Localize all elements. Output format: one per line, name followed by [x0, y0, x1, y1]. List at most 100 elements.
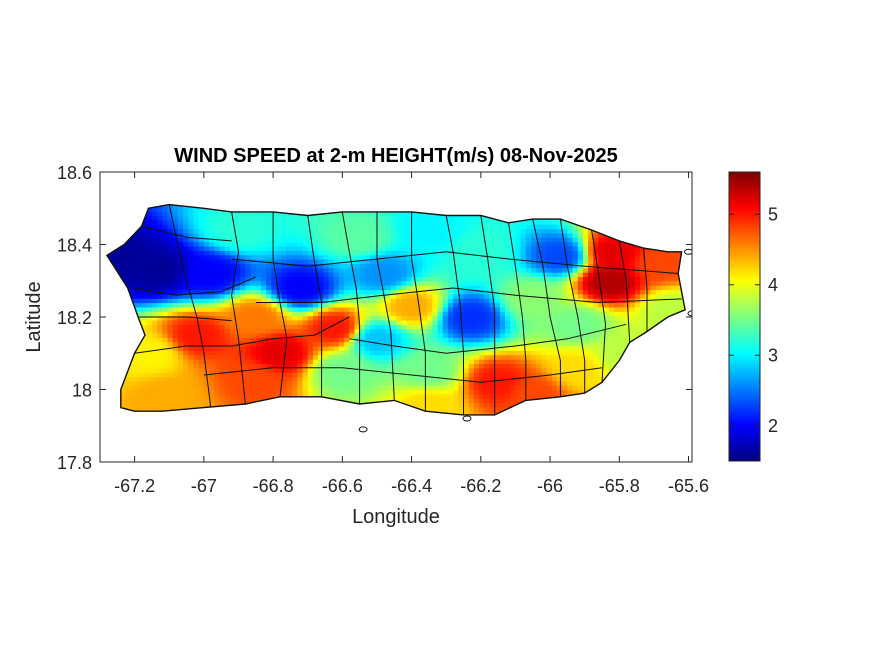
wind-cell-4638: [536, 350, 542, 356]
wind-cell-3340: [411, 254, 418, 260]
wind-cell-370: [131, 254, 137, 260]
wind-cell-2279: [312, 324, 319, 330]
wind-cell-3768: [453, 306, 459, 312]
wind-cell-3695: [447, 385, 454, 391]
wind-cell-3619: [437, 237, 444, 243]
wind-cell-2519: [333, 237, 340, 243]
wind-cell-4767: [546, 267, 553, 273]
wind-cell-2246: [307, 228, 314, 234]
wind-cell-4191: [494, 380, 501, 386]
wind-cell-2289: [312, 280, 319, 286]
wind-cell-1407: [229, 289, 236, 295]
wind-cell-4474: [520, 346, 527, 351]
wind-cell-1887: [276, 354, 283, 360]
wind-cell-2719: [354, 324, 361, 330]
wind-cell-1782: [266, 332, 272, 338]
wind-cell-2047: [292, 376, 298, 382]
wind-cell-625: [157, 341, 163, 347]
wind-cell-4630: [536, 385, 542, 391]
wind-cell-2627: [344, 245, 350, 251]
wind-cell-4489: [520, 280, 527, 286]
wind-cell-3545: [432, 319, 439, 325]
wind-cell-1997: [286, 354, 293, 360]
wind-cell-897: [183, 354, 189, 360]
wind-cell-3489: [427, 324, 433, 330]
wind-cell-4002: [473, 245, 480, 251]
wind-cell-4707: [541, 289, 548, 295]
wind-cell-3147: [396, 376, 402, 382]
wind-cell-2329: [318, 346, 324, 351]
wind-cell-4116: [484, 228, 491, 234]
wind-cell-685: [162, 319, 169, 325]
wind-cell-1115: [203, 363, 210, 369]
wind-cell-4304: [505, 367, 511, 373]
wind-cell-479: [141, 259, 148, 264]
wind-cell-1839: [271, 324, 278, 330]
wind-cell-2462: [328, 245, 335, 251]
wind-cell-1684: [255, 280, 262, 286]
wind-cell-698: [162, 263, 169, 269]
wind-cell-1388: [229, 372, 236, 378]
wind-cell-2265: [312, 385, 319, 391]
wind-cell-3220: [401, 298, 407, 304]
wind-cell-4045: [479, 298, 485, 304]
wind-cell-700: [162, 254, 169, 260]
wind-cell-4432: [515, 289, 522, 295]
wind-cell-3912: [468, 398, 475, 404]
wind-cell-1850: [271, 276, 278, 282]
wind-cell-2622: [344, 267, 350, 273]
wind-cell-1246: [214, 272, 221, 277]
wind-cell-4542: [525, 289, 532, 295]
wind-cell-4914: [562, 346, 568, 351]
wind-cell-1116: [203, 359, 210, 364]
wind-cell-1220: [214, 385, 221, 391]
wind-cell-4601: [531, 272, 537, 277]
wind-cell-2068: [292, 285, 298, 291]
wind-cell-2439: [328, 346, 335, 351]
wind-cell-793: [172, 328, 179, 334]
wind-cell-3663: [442, 285, 449, 291]
wind-cell-4818: [551, 285, 558, 291]
wind-cell-2602: [344, 354, 350, 360]
wind-cell-1964: [281, 259, 288, 264]
wind-cell-4853: [556, 372, 563, 378]
wind-cell-3154: [396, 346, 402, 351]
wind-cell-4644: [536, 324, 542, 330]
wind-cell-2885: [370, 319, 376, 325]
wind-cell-4080: [484, 385, 491, 391]
wind-cell-724: [167, 389, 174, 395]
wind-cell-3651: [442, 337, 449, 343]
wind-cell-797: [172, 311, 179, 317]
wind-cell-1522: [240, 267, 246, 273]
wind-cell-1511: [240, 315, 246, 321]
wind-cell-2596: [344, 380, 350, 386]
wind-cell-1402: [229, 311, 236, 317]
wind-cell-4993: [567, 241, 574, 247]
wind-cell-3530: [432, 385, 439, 391]
wind-cell-2249: [307, 215, 314, 221]
wind-cell-4409: [515, 389, 522, 395]
wind-cell-3843: [458, 219, 465, 225]
wind-cell-2952: [375, 267, 382, 273]
wind-cell-1785: [266, 319, 272, 325]
wind-cell-947: [188, 376, 195, 382]
wind-cell-3430: [421, 341, 428, 347]
wind-cell-2344: [318, 280, 324, 286]
wind-cell-3479: [427, 367, 433, 373]
wind-cell-1520: [240, 276, 246, 282]
wind-cell-1195: [209, 254, 215, 260]
wind-cell-4687: [541, 376, 548, 382]
wind-cell-1065: [198, 341, 205, 347]
wind-cell-4006: [473, 228, 480, 234]
wind-cell-3093: [390, 372, 397, 378]
wind-cell-626: [157, 337, 163, 343]
wind-cell-2849: [364, 237, 371, 243]
wind-cell-1062: [198, 354, 205, 360]
wind-cell-3889: [463, 259, 470, 264]
wind-cell-4759: [546, 302, 553, 308]
wind-cell-4924: [562, 302, 568, 308]
wind-cell-2464: [328, 237, 335, 243]
wind-cell-3993: [473, 285, 480, 291]
wind-cell-2577: [338, 224, 345, 230]
wind-cell-1414: [229, 259, 236, 264]
